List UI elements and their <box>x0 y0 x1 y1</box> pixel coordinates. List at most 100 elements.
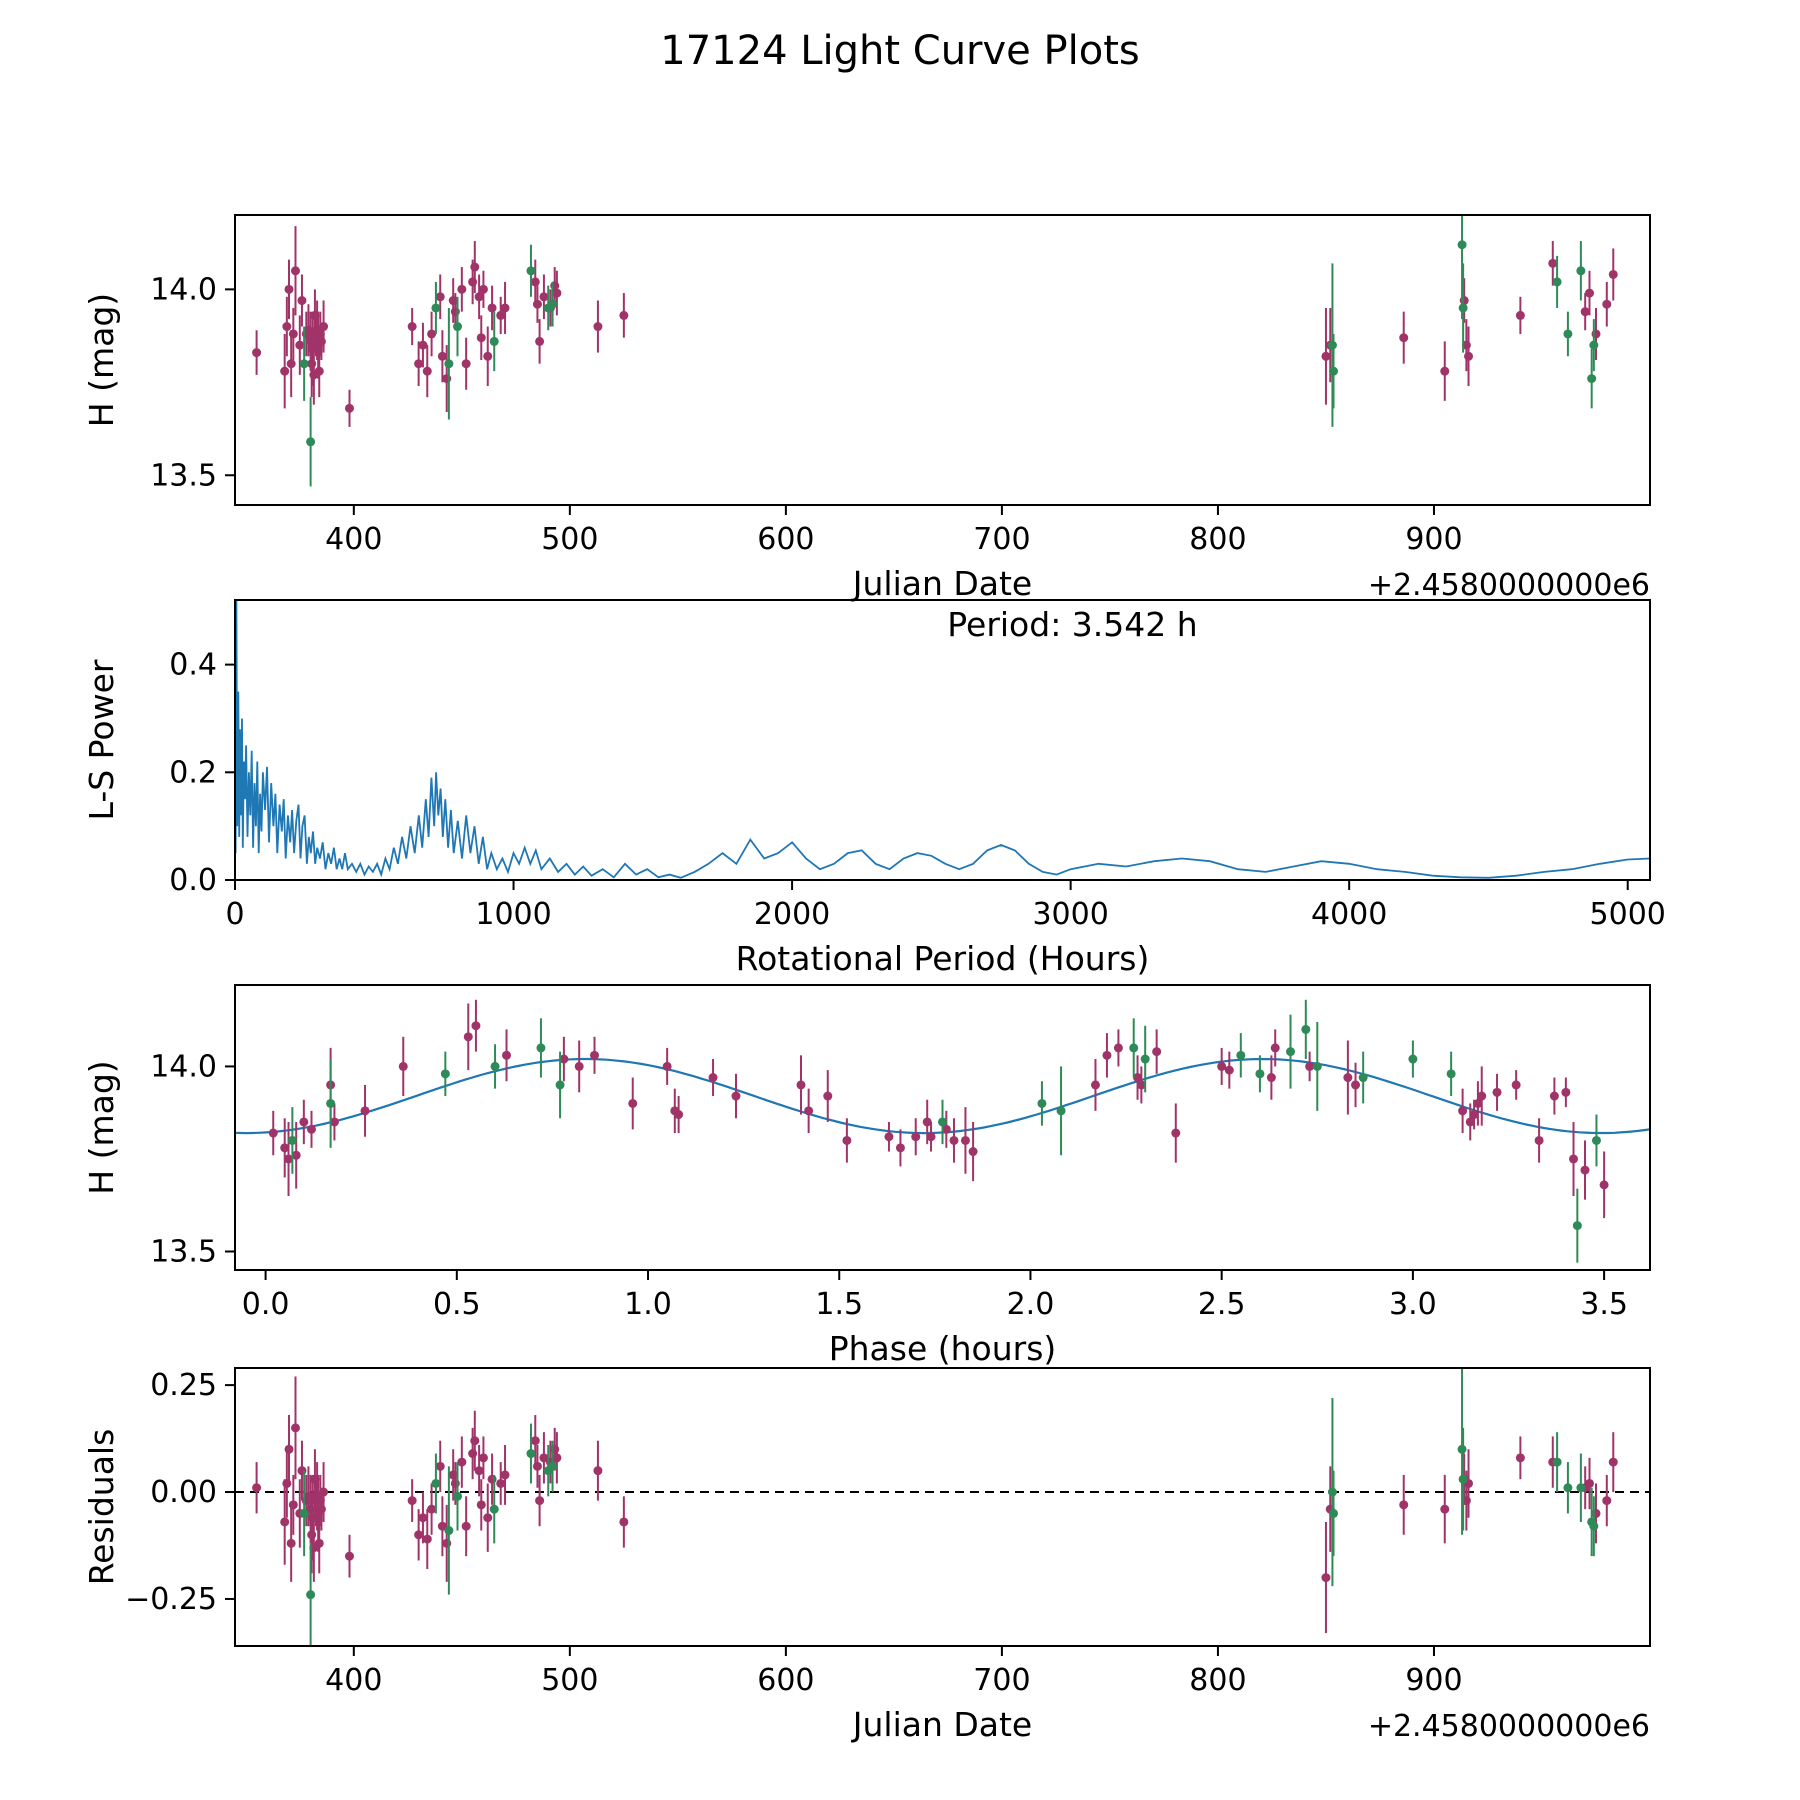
data-point <box>1440 366 1450 376</box>
data-point <box>1552 277 1562 287</box>
ylabel-light-curve: H (mag) <box>82 293 121 427</box>
data-point <box>1266 1073 1276 1083</box>
series-observations-green <box>299 215 1599 487</box>
data-point <box>306 437 316 447</box>
data-point <box>731 1091 741 1101</box>
data-point <box>960 1135 970 1145</box>
data-point <box>1599 1180 1609 1190</box>
series-ls-power <box>235 600 1650 879</box>
data-point <box>1446 1069 1456 1079</box>
data-point <box>1580 307 1590 317</box>
series-phased-green <box>287 999 1601 1263</box>
data-point <box>895 1143 905 1153</box>
data-point <box>1473 1098 1483 1108</box>
data-point <box>440 1069 450 1079</box>
data-point <box>1576 266 1586 276</box>
data-point <box>1399 1500 1409 1510</box>
data-point <box>490 1061 500 1071</box>
data-point <box>548 299 558 309</box>
data-point <box>398 1061 408 1071</box>
data-point <box>1255 1069 1265 1079</box>
data-point <box>287 1135 297 1145</box>
plot-area-phased-curve <box>235 999 1650 1263</box>
data-point <box>1037 1098 1047 1108</box>
panel-light-curve: 400 500 600 700 800 900 13.5 14.0 Julian Date H (… <box>82 214 1651 603</box>
data-point <box>1351 1080 1361 1090</box>
data-point <box>414 359 424 369</box>
data-point <box>1327 1487 1337 1497</box>
data-point <box>431 303 441 313</box>
x-tick-label: 1.0 <box>624 1287 672 1322</box>
x-tick-label: 800 <box>1189 522 1246 557</box>
data-point <box>268 1128 278 1138</box>
data-point <box>674 1110 684 1120</box>
data-point <box>418 1513 428 1523</box>
data-point <box>1408 1054 1418 1064</box>
data-point <box>427 329 437 339</box>
data-point <box>619 1517 629 1527</box>
axes-frame <box>234 984 1651 1271</box>
x-tick-label: 400 <box>325 522 382 557</box>
data-point <box>295 340 305 350</box>
data-point <box>1563 1483 1573 1493</box>
ylabel-residuals: Residuals <box>82 1429 121 1586</box>
data-point <box>288 329 298 339</box>
data-point <box>1321 351 1331 361</box>
data-point <box>1585 1478 1595 1488</box>
data-point <box>427 1504 437 1514</box>
x-tick-label: 3.5 <box>1580 1287 1628 1322</box>
data-point <box>288 1500 298 1510</box>
data-point <box>489 1504 499 1514</box>
data-point <box>796 1080 806 1090</box>
data-point <box>1270 1043 1280 1053</box>
data-point <box>1102 1050 1112 1060</box>
data-point <box>1457 240 1467 250</box>
x-tick-label: 500 <box>541 522 598 557</box>
data-point <box>1301 1024 1311 1034</box>
x-tick-label: 2000 <box>754 897 830 932</box>
data-point <box>435 1461 445 1471</box>
data-point <box>526 266 536 276</box>
data-point <box>1515 310 1525 320</box>
data-point <box>842 1135 852 1145</box>
data-point <box>1440 1504 1450 1514</box>
data-point <box>457 1457 467 1467</box>
x-tick-label: 800 <box>1189 1663 1246 1698</box>
annotation-periodogram: Period: 3.542 h <box>947 605 1197 644</box>
x-tick-label: 600 <box>757 522 814 557</box>
data-point <box>1458 1474 1468 1484</box>
data-point <box>299 1117 309 1127</box>
panel-residuals: 400 500 600 700 800 900 −0.25 0.00 0.25 Julian Da… <box>82 1367 1651 1744</box>
x-tick-label: 400 <box>325 1663 382 1698</box>
data-point <box>1602 1496 1612 1506</box>
y-tick-label: 0.25 <box>150 1368 217 1403</box>
data-point <box>535 1496 545 1506</box>
data-point <box>823 1091 833 1101</box>
data-point <box>1572 1221 1582 1231</box>
data-point <box>1458 1106 1468 1116</box>
data-point <box>1457 1444 1467 1454</box>
offset-label-residuals: +2.4580000000e6 <box>1368 1709 1650 1744</box>
data-point <box>291 1150 301 1160</box>
data-point <box>708 1073 718 1083</box>
data-point <box>1492 1087 1502 1097</box>
data-point <box>319 1487 329 1497</box>
y-tick-label: 13.5 <box>150 1234 217 1269</box>
y-tick-label: 13.5 <box>150 458 217 493</box>
data-point <box>530 1436 540 1446</box>
y-tick-label: −0.25 <box>125 1582 217 1617</box>
data-point <box>662 1061 672 1071</box>
data-point <box>1129 1043 1139 1053</box>
data-point <box>552 1453 562 1463</box>
data-point <box>314 1538 324 1548</box>
x-tick-label: 0 <box>225 897 244 932</box>
data-point <box>532 299 542 309</box>
data-point <box>968 1147 978 1157</box>
offset-label-light-curve: +2.4580000000e6 <box>1368 568 1650 603</box>
x-tick-label: 1.5 <box>815 1287 863 1322</box>
x-tick-label: 5000 <box>1590 897 1666 932</box>
xlabel-periodogram: Rotational Period (Hours) <box>736 939 1150 978</box>
data-point <box>407 322 417 332</box>
y-tick-label: 0.00 <box>150 1475 217 1510</box>
